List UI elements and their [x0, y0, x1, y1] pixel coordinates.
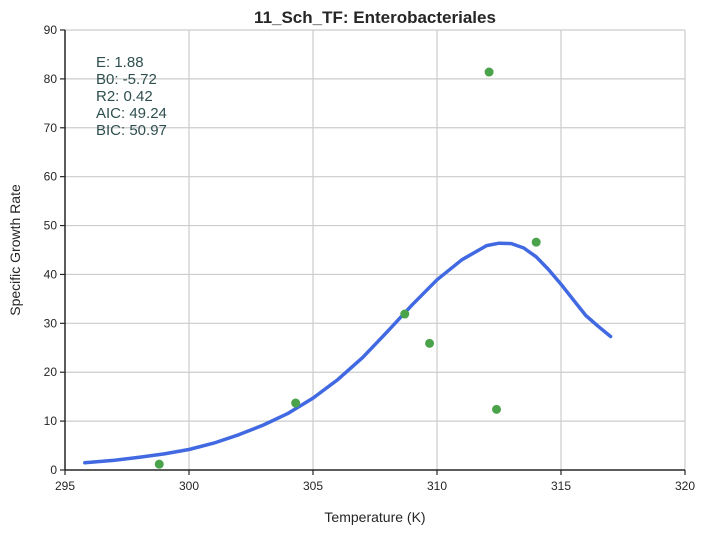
ticks: 295 300 305 310 315 320 0 10 20 30 40 50 60 70 80 90 [44, 23, 696, 493]
chart-title: 11_Sch_TF: Enterobacteriales [254, 8, 496, 27]
x-tick-label: 295 [55, 479, 75, 493]
x-tick-label: 310 [427, 479, 447, 493]
y-tick-label: 50 [44, 219, 58, 233]
y-tick-label: 10 [44, 414, 58, 428]
data-point [425, 338, 435, 348]
data-point [492, 404, 502, 414]
y-tick-label: 90 [44, 23, 58, 37]
grid [65, 29, 686, 470]
x-tick-label: 320 [675, 479, 695, 493]
x-tick-label: 305 [303, 479, 323, 493]
axes [64, 30, 685, 471]
stat-line: R2: 0.42 [96, 88, 153, 105]
y-tick-label: 70 [44, 121, 58, 135]
y-tick-label: 60 [44, 170, 58, 184]
stat-line: AIC: 49.24 [96, 105, 167, 122]
data-point [291, 398, 301, 408]
data-point [400, 309, 410, 319]
y-tick-label: 0 [50, 463, 57, 477]
data-point [484, 67, 494, 77]
data-point [154, 459, 164, 469]
stat-line: BIC: 50.97 [96, 122, 167, 139]
y-tick-label: 30 [44, 316, 58, 330]
y-tick-label: 40 [44, 267, 58, 281]
x-axis-label: Temperature (K) [324, 509, 425, 525]
x-tick-label: 315 [551, 479, 571, 493]
data-points [154, 67, 541, 469]
data-point [531, 237, 541, 247]
x-tick-label: 300 [179, 479, 199, 493]
y-tick-label: 80 [44, 72, 58, 86]
y-tick-label: 20 [44, 365, 58, 379]
y-axis-label: Specific Growth Rate [7, 184, 23, 316]
stat-line: B0: -5.72 [96, 71, 157, 88]
fit-line [83, 241, 613, 465]
stat-line: E: 1.88 [96, 54, 144, 71]
